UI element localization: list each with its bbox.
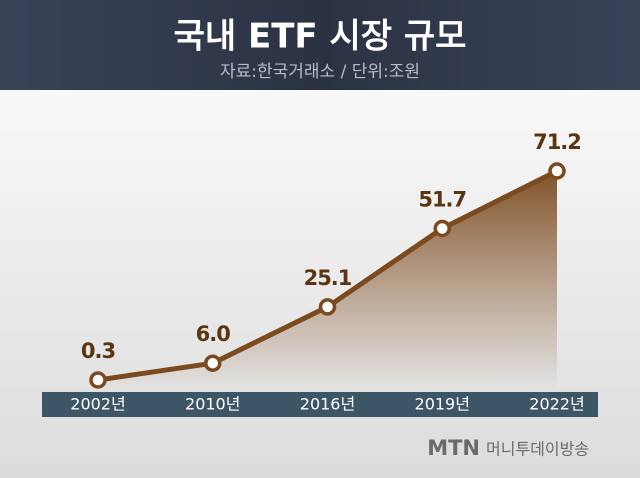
x-tick-label: 2019년 [415,395,470,414]
point [318,298,337,316]
source-brand: MTN [427,436,480,460]
point [204,354,222,372]
header [0,0,640,90]
source-name: 머니투데이방송 [486,440,589,459]
category-band [42,392,598,417]
value-label: 0.3 [81,339,115,363]
x-tick-label: 2022년 [529,395,584,414]
value-label: 25.1 [304,266,352,290]
value-label: 6.0 [196,322,231,346]
x-tick-label: 2002년 [70,395,125,414]
x-tick-label: 2010년 [185,395,240,414]
point [548,162,566,180]
chart-title: 국내 ETF 시장 규모 [174,17,467,57]
area [98,171,557,390]
value-label: 71.2 [533,130,581,154]
value-label: 51.7 [418,187,466,211]
point [433,219,451,238]
x-tick-label: 2016년 [300,395,355,414]
chart-subtitle: 자료:한국거래소 / 단위:조원 [220,62,420,82]
point [89,371,107,389]
